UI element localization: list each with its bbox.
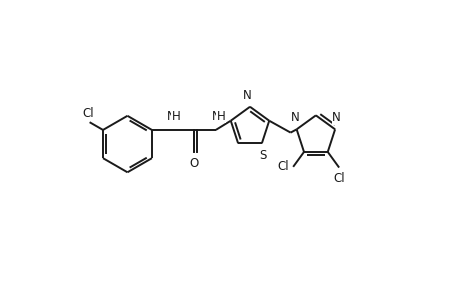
Text: H: H — [216, 110, 225, 122]
Text: N: N — [290, 111, 299, 124]
Text: Cl: Cl — [276, 160, 288, 173]
Text: N: N — [167, 110, 175, 122]
Text: O: O — [189, 157, 198, 170]
Text: Cl: Cl — [333, 172, 344, 185]
Text: S: S — [259, 149, 267, 162]
Text: H: H — [172, 110, 180, 122]
Text: N: N — [331, 111, 340, 124]
Text: N: N — [242, 89, 251, 102]
Text: Cl: Cl — [82, 107, 94, 120]
Text: N: N — [211, 110, 220, 122]
